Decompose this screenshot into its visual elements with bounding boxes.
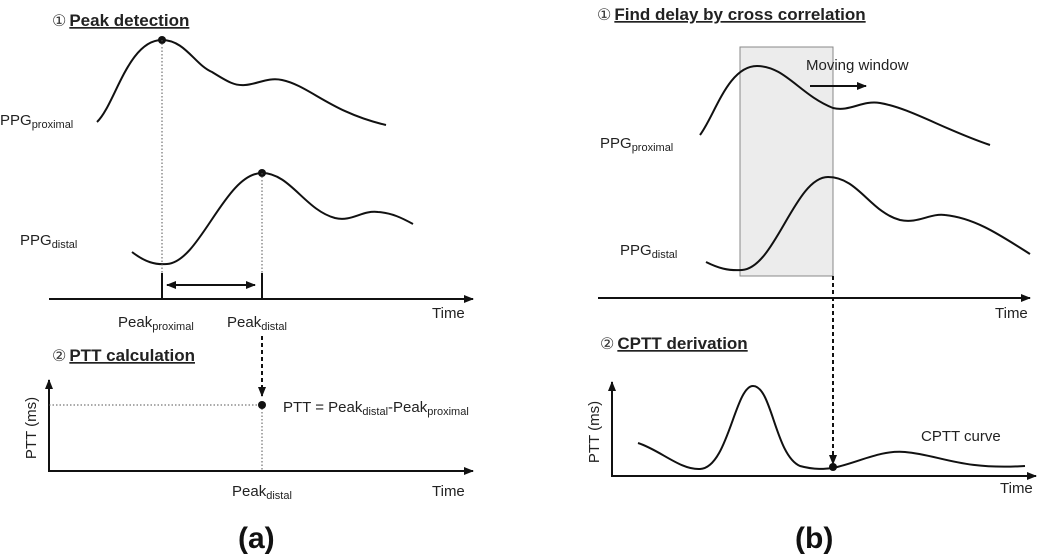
ptt-point [258,401,266,409]
bottom-peak-distal-label: Peakdistal [232,483,292,502]
ppg-distal-curve-a [131,171,414,266]
ppg-proximal-curve-b [699,64,991,146]
ppg-proximal-label-a: PPGproximal [0,112,73,131]
bottom-time-label-b: Time [1000,480,1033,497]
cptt-curve [637,384,1026,471]
ppg-distal-curve-b [705,175,1031,272]
panel-a: ① Peak detection PPGproximal PPGdistal Ti… [0,11,474,555]
time-label-a: Time [432,305,465,322]
ptt-y-label-b: PTT (ms) [586,401,603,463]
peak-proximal-label: Peakproximal [118,314,194,333]
step1-title-b: ① Find delay by cross correlation [597,5,866,24]
step2-title-a: ② PTT calculation [52,346,195,365]
ppg-distal-label-a: PPGdistal [20,232,77,251]
peak-distal-label: Peakdistal [227,314,287,333]
time-label-b: Time [995,305,1028,322]
ptt-formula: PTT = Peakdistal-Peakproximal [283,399,469,418]
step2-title-b: ② CPTT derivation [600,334,748,353]
panel-b: ① Find delay by cross correlation Moving … [586,5,1037,555]
ppg-proximal-label-b: PPGproximal [600,135,673,154]
ppg-distal-label-b: PPGdistal [620,242,677,261]
panel-b-label: (b) [795,522,833,555]
panel-a-label: (a) [238,522,275,555]
step1-title-a: ① Peak detection [52,11,189,30]
bottom-time-label-a: Time [432,483,465,500]
ppg-proximal-curve-a [96,38,387,126]
moving-window-box [739,46,834,277]
ptt-y-label-a: PTT (ms) [23,397,40,459]
moving-window-label: Moving window [806,57,909,74]
cptt-curve-label: CPTT curve [921,428,1001,445]
cptt-point [829,463,837,471]
